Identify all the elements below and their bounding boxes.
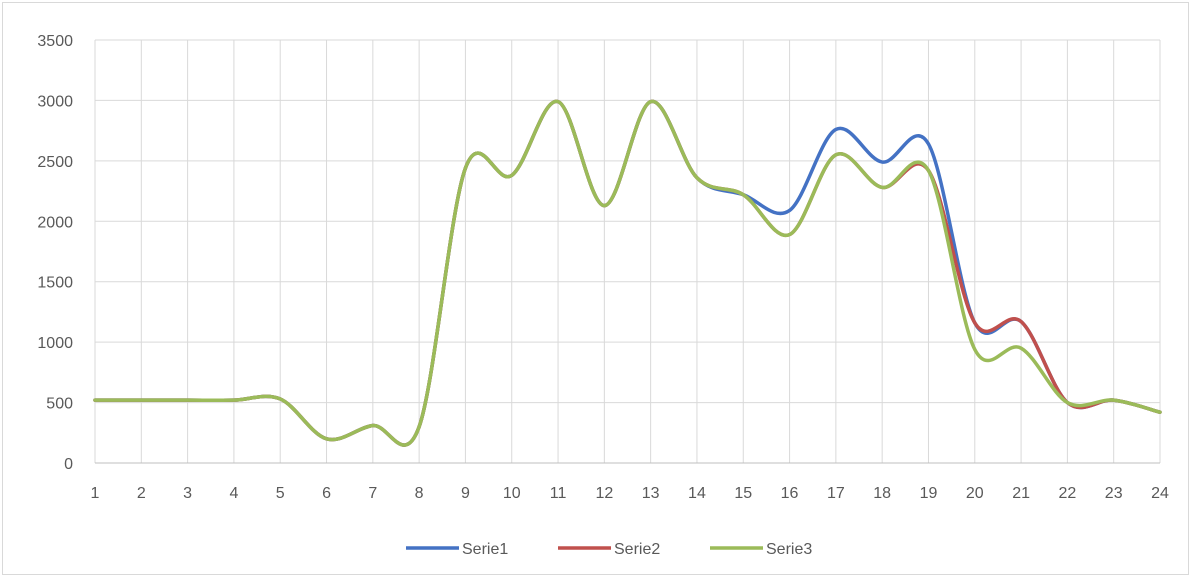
x-tick-label: 12 [595,485,613,502]
x-tick-label: 6 [322,485,331,502]
x-tick-label: 8 [415,485,424,502]
y-tick-label: 500 [46,396,73,413]
legend-label: Serie2 [614,541,660,558]
x-tick-label: 1 [91,485,100,502]
y-tick-label: 1500 [37,275,73,292]
x-tick-label: 5 [276,485,285,502]
legend-label: Serie1 [462,541,508,558]
x-tick-label: 17 [827,485,845,502]
x-tick-label: 2 [137,485,146,502]
x-tick-label: 23 [1105,485,1123,502]
x-tick-label: 4 [229,485,238,502]
legend-item-serie2: Serie2 [558,541,660,558]
x-tick-label: 16 [781,485,799,502]
x-tick-label: 7 [368,485,377,502]
x-tick-label: 9 [461,485,470,502]
x-tick-label: 20 [966,485,984,502]
legend-item-serie3: Serie3 [710,541,812,558]
x-tick-label: 14 [688,485,706,502]
x-tick-label: 19 [920,485,938,502]
x-tick-label: 22 [1058,485,1076,502]
y-axis-ticks: 0 500 1000 1500 2000 2500 3000 3500 [37,33,73,473]
legend-item-serie1: Serie1 [406,541,508,558]
legend-label: Serie3 [766,541,812,558]
x-tick-label: 13 [642,485,660,502]
y-tick-label: 3000 [37,93,73,110]
y-tick-label: 0 [64,456,73,473]
x-tick-label: 24 [1151,485,1169,502]
x-tick-label: 11 [550,485,567,502]
legend: Serie1 Serie2 Serie3 [406,541,812,558]
x-tick-label: 18 [873,485,891,502]
y-tick-label: 3500 [37,33,73,50]
y-tick-label: 2000 [37,214,73,231]
x-tick-label: 21 [1012,485,1030,502]
x-tick-label: 3 [183,485,192,502]
y-tick-label: 2500 [37,154,73,171]
x-tick-label: 15 [734,485,752,502]
series-line-serie3 [93,99,1162,447]
x-axis-ticks: 1 2 3 4 5 6 7 8 9 10 11 12 13 14 15 16 17 18 19 20 21 22 23 24 [91,485,1169,502]
y-tick-label: 1000 [37,335,73,352]
x-tick-label: 10 [503,485,521,502]
gridlines [94,39,1161,464]
series-lines [93,99,1162,447]
